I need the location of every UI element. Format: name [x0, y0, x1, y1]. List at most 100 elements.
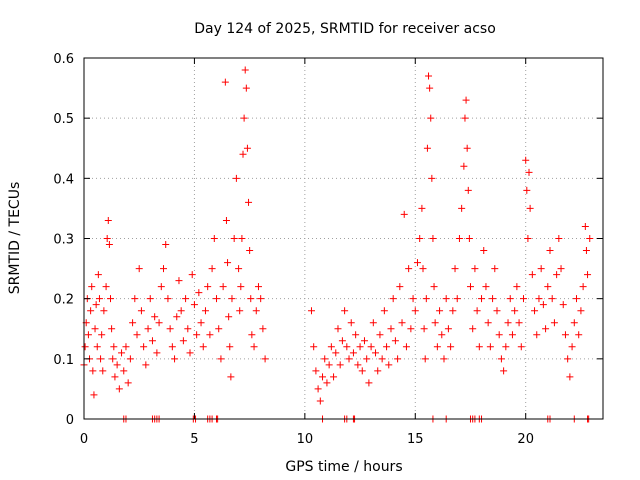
data-point	[555, 235, 563, 242]
data-point	[383, 343, 391, 351]
data-point	[236, 307, 244, 315]
data-point	[421, 355, 429, 363]
data-point	[321, 355, 329, 363]
data-point	[115, 385, 123, 393]
data-point	[523, 186, 531, 194]
data-point	[419, 265, 427, 273]
x-tick-label: 20	[517, 432, 534, 447]
data-point	[387, 325, 395, 333]
data-point	[449, 307, 457, 315]
data-point	[568, 343, 576, 351]
data-point	[137, 307, 145, 315]
data-point	[240, 114, 248, 122]
data-point	[129, 319, 137, 327]
data-point	[241, 66, 249, 74]
axis-ticks: 0 0.1 0.2 0.3 0.4 0.5 0.6 0 5 10 15 20	[53, 52, 603, 447]
y-tick-label: 0.1	[53, 353, 74, 368]
data-point	[561, 331, 569, 339]
data-point	[517, 343, 525, 351]
data-point	[257, 295, 265, 303]
data-point	[173, 313, 181, 321]
data-point	[107, 295, 115, 303]
data-point	[113, 361, 121, 369]
data-point	[405, 265, 413, 273]
data-point	[525, 168, 533, 176]
data-point	[522, 156, 530, 164]
data-point	[428, 174, 436, 182]
data-point	[557, 265, 565, 273]
data-point	[463, 144, 471, 152]
data-point	[89, 367, 97, 375]
y-tick-label: 0.5	[53, 112, 74, 127]
data-point	[238, 235, 246, 242]
data-point	[120, 367, 128, 375]
data-point	[564, 355, 572, 363]
data-point	[418, 204, 426, 212]
data-point	[245, 198, 253, 206]
data-point	[208, 265, 216, 273]
data-point	[247, 295, 255, 303]
data-point	[186, 349, 194, 357]
data-point	[385, 361, 393, 369]
data-point	[206, 331, 214, 339]
data-point	[542, 325, 550, 333]
data-point	[367, 343, 375, 351]
data-point	[423, 144, 431, 152]
data-point	[537, 265, 545, 273]
data-point	[177, 307, 185, 315]
data-point	[184, 325, 192, 333]
data-point	[140, 343, 148, 351]
data-points	[80, 66, 594, 423]
data-point	[524, 235, 532, 242]
data-point	[104, 216, 112, 224]
data-point	[444, 325, 452, 333]
data-point	[394, 355, 402, 363]
data-point	[201, 307, 209, 315]
data-point	[391, 337, 399, 345]
data-point	[124, 379, 132, 387]
data-point	[155, 319, 163, 327]
data-point	[425, 72, 433, 80]
data-point	[230, 235, 238, 242]
data-point	[88, 283, 96, 291]
data-point	[372, 349, 380, 357]
data-point	[323, 379, 331, 387]
data-point	[572, 295, 580, 303]
data-point	[398, 319, 406, 327]
data-point	[374, 367, 382, 375]
data-point	[90, 391, 98, 399]
y-tick-label: 0.2	[53, 293, 74, 308]
data-point	[95, 295, 103, 303]
data-point	[493, 307, 501, 315]
data-point	[343, 343, 351, 351]
data-point	[511, 307, 519, 315]
data-point	[199, 343, 207, 351]
data-point	[100, 307, 108, 315]
data-point	[312, 367, 320, 375]
data-point	[213, 295, 221, 303]
data-point	[356, 343, 364, 351]
data-point	[336, 361, 344, 369]
data-point	[469, 325, 477, 333]
data-point	[164, 295, 172, 303]
data-point	[84, 331, 92, 339]
data-point	[259, 325, 267, 333]
data-point	[224, 259, 232, 267]
data-point	[151, 313, 159, 321]
data-point	[131, 295, 139, 303]
data-point	[491, 265, 499, 273]
data-point	[553, 271, 561, 279]
data-point	[433, 343, 441, 351]
data-point	[579, 283, 587, 291]
data-point	[531, 307, 539, 315]
data-point	[142, 361, 150, 369]
data-point	[338, 337, 346, 345]
data-point	[526, 204, 534, 212]
data-point	[204, 283, 212, 291]
data-point	[513, 283, 521, 291]
data-point	[246, 247, 254, 255]
data-point	[420, 325, 428, 333]
data-point	[533, 331, 541, 339]
data-point	[126, 355, 134, 363]
data-point	[110, 343, 118, 351]
